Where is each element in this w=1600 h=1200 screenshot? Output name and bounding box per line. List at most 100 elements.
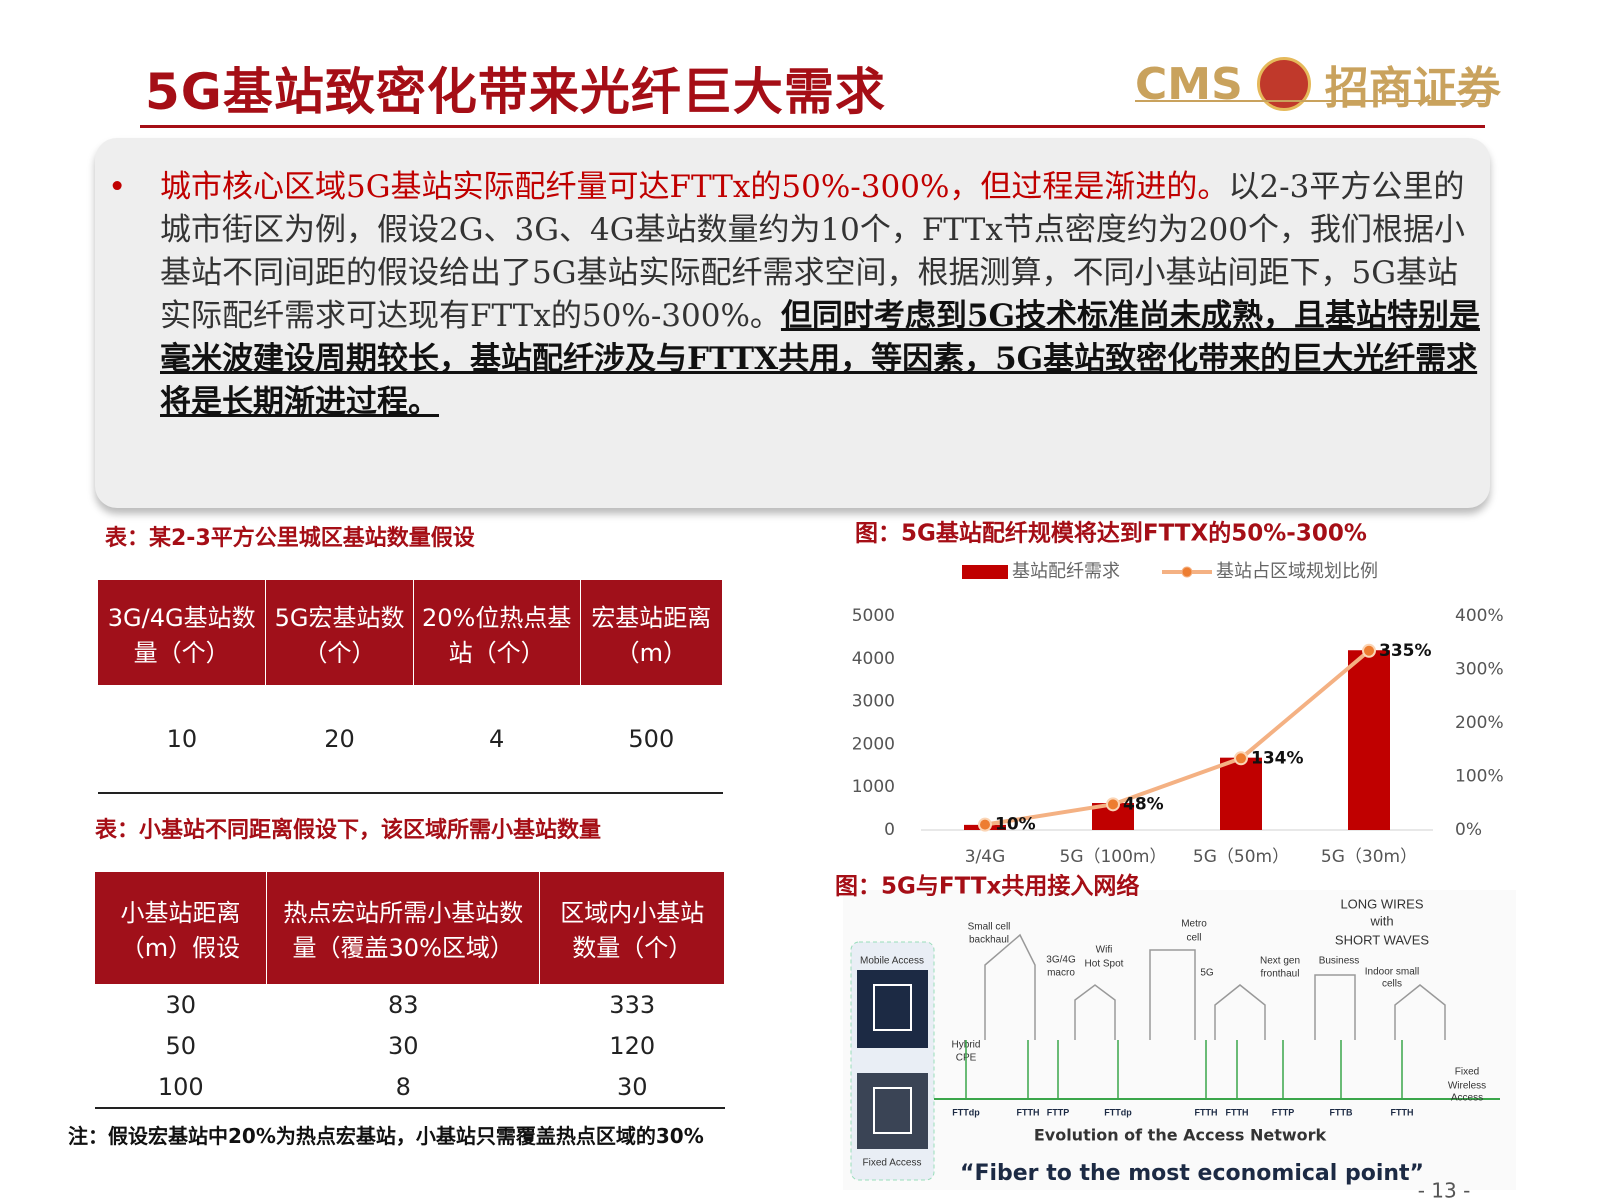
column-header: 3G/4G基站数量（个） xyxy=(98,580,267,685)
diagram-label: SHORT WAVES xyxy=(1335,932,1429,947)
fiber-label: FTTdp xyxy=(952,1107,980,1117)
value-label: 134% xyxy=(1251,748,1304,768)
diagram-label: LONG WIRES xyxy=(1340,896,1423,911)
column-header: 20%位热点基站（个） xyxy=(413,580,581,685)
diagram-title: 图：5G与FTTx共用接入网络 xyxy=(835,873,1139,900)
diagram-quote: “Fiber to the most economical point” xyxy=(960,1161,1424,1186)
highlight: 城市核心区域5G基站实际配纤量可达FTTx的50%-300%，但过程是渐进的。 xyxy=(160,169,1229,205)
diagram-label: Mobile Access xyxy=(860,956,924,967)
y-tick-label: 3000 xyxy=(852,692,895,712)
fiber-label: FTTB xyxy=(1330,1107,1353,1117)
y-tick-label: 1000 xyxy=(852,777,895,797)
bullet-text: 城市核心区域5G基站实际配纤量可达FTTx的50%-300%，但过程是渐进的。以… xyxy=(160,166,1488,424)
diagram-label: Fixed Access xyxy=(863,1158,922,1169)
cell: 30 xyxy=(165,990,197,1019)
diagram-bg xyxy=(843,890,1516,1190)
diagram-label: Business xyxy=(1319,956,1360,967)
fiber-label: FTTP xyxy=(1047,1107,1070,1117)
line xyxy=(984,649,1371,827)
diagram-caption: Evolution of the Access Network xyxy=(1034,1126,1327,1145)
y-tick-label: 5000 xyxy=(852,606,895,626)
y2-tick-label: 0% xyxy=(1455,820,1482,840)
row: 30 83 333 xyxy=(95,984,725,1025)
y2-tick-label: 400% xyxy=(1455,606,1504,626)
y2-tick-label: 200% xyxy=(1455,713,1504,733)
bar xyxy=(1220,757,1262,830)
chart-title: 图：5G基站配纤规模将达到FTTX的50%-300% xyxy=(855,520,1367,547)
logo-rule xyxy=(1135,100,1485,102)
diagram-label: backhaul xyxy=(969,935,1009,946)
note: 注：假设宏基站中20%为热点宏基站，小基站只需覆盖热点区域的30% xyxy=(68,1124,704,1148)
icon xyxy=(873,984,912,1031)
table-caption: 表：某2-3平方公里城区基站数量假设 xyxy=(105,526,475,551)
diagram-label: Wireless xyxy=(1448,1081,1486,1092)
row: 10 20 4 500 xyxy=(98,685,723,793)
diagram-label: with xyxy=(1369,913,1393,928)
x-tick-label: 5G（30m） xyxy=(1321,847,1417,867)
logo-icon xyxy=(1256,57,1311,111)
body: 以2-3平方公里的城市街区为例，假设2G、3G、4G基站数量约为10个，FTTx… xyxy=(160,169,1465,334)
cell: 83 xyxy=(387,990,419,1019)
slide-title: 5G基站致密化带来光纤巨大需求 xyxy=(145,63,886,121)
header-row: 3G/4G基站数量（个） 5G宏基站数（个） 20%位热点基站（个） 宏基站距离（m） xyxy=(98,580,724,685)
diagram-label: 5G xyxy=(1200,968,1214,979)
point xyxy=(1106,797,1120,812)
column-header: 5G宏基站数（个） xyxy=(265,580,414,685)
y-tick-label: 4000 xyxy=(852,649,895,669)
point xyxy=(978,817,992,832)
diagram-label: Fixed xyxy=(1455,1067,1479,1078)
diagram-label: Indoor small xyxy=(1365,967,1419,978)
column-header: 区域内小基站数量（个） xyxy=(539,872,725,984)
diagram-label: Access xyxy=(1451,1093,1483,1104)
cell: 30 xyxy=(616,1072,648,1101)
skyline xyxy=(984,933,1446,1040)
diagram-label: cells xyxy=(1382,979,1402,990)
point xyxy=(1362,643,1376,658)
row: 100 8 30 xyxy=(95,1066,725,1108)
column-header: 小基站距离（m）假设 xyxy=(95,872,267,984)
diagram-label: Hot Spot xyxy=(1085,959,1124,970)
fiber-label: FTTH xyxy=(1391,1107,1414,1117)
legend-swatch xyxy=(1181,566,1193,578)
diagram-label: 3G/4G xyxy=(1046,955,1076,966)
page-number: - 13 - xyxy=(1418,1179,1471,1200)
header-row: 小基站距离（m）假设 热点宏站所需小基站数量（覆盖30%区域） 区域内小基站数量（个… xyxy=(95,872,725,984)
fiber-label: FTTH xyxy=(1195,1107,1218,1117)
value-label: 335% xyxy=(1379,641,1432,661)
legend-swatch xyxy=(962,565,1008,579)
column-header: 宏基站距离（m） xyxy=(580,580,724,685)
cell: 50 xyxy=(165,1031,197,1060)
diagram-label: fronthaul xyxy=(1261,969,1300,980)
bullet-dot: • xyxy=(108,169,127,205)
y-tick-label: 2000 xyxy=(852,734,895,754)
diagram-label: Small cell xyxy=(968,922,1011,933)
y2-tick-label: 300% xyxy=(1455,660,1504,680)
cell: 4 xyxy=(489,724,505,753)
diagram-label: cell xyxy=(1186,933,1201,944)
cell: 8 xyxy=(395,1072,411,1101)
value-label: 48% xyxy=(1123,794,1164,814)
x-tick-label: 5G（50m） xyxy=(1193,847,1289,867)
summary-box xyxy=(95,138,1490,508)
x-tick-label: 5G（100m） xyxy=(1060,847,1167,867)
title-rule xyxy=(140,125,1485,128)
cell: 120 xyxy=(609,1031,656,1060)
diagram-label: macro xyxy=(1047,968,1075,979)
fiber-label: FTTH xyxy=(1017,1107,1040,1117)
cell: 333 xyxy=(609,990,656,1019)
fixed-box xyxy=(857,1073,928,1149)
emphasis: 但同时考虑到5G技术标准尚未成熟，且基站特别是毫米波建设周期较长，基站配纤涉及与… xyxy=(160,298,1480,420)
cell: 30 xyxy=(387,1031,419,1060)
value-label: 10% xyxy=(995,815,1036,835)
cell: 10 xyxy=(166,724,198,753)
cell: 500 xyxy=(628,724,675,753)
cell: 20 xyxy=(324,724,355,753)
cell: 100 xyxy=(157,1072,204,1101)
y-tick-label: 0 xyxy=(884,820,895,840)
fiber-label: FTTdp xyxy=(1104,1107,1132,1117)
diagram-label: Wifi xyxy=(1096,945,1113,956)
bullet: • 城市核心区域5G基站实际配纤量可达FTTx的50%-300%，但过程是渐进的。… xyxy=(108,166,1488,424)
fiber-label: FTTH xyxy=(1226,1107,1249,1117)
